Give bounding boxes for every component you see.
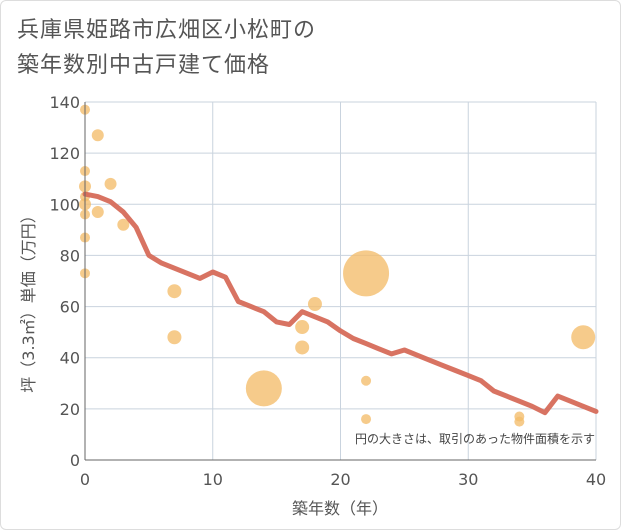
bubble-size-note: 円の大きさは、取引のあった物件面積を示す bbox=[355, 431, 595, 446]
x-tick-labels: 0 10 20 30 40 bbox=[80, 470, 606, 489]
y-axis-title: 坪（3.3㎡）単価（万円） bbox=[19, 207, 38, 392]
title-line-1: 兵庫県姫路市広畑区小松町の bbox=[17, 18, 317, 43]
data-bubble bbox=[104, 177, 117, 190]
trend-line bbox=[82, 191, 599, 416]
y-tick-label: 140 bbox=[49, 93, 80, 112]
x-tick-label: 10 bbox=[203, 470, 223, 489]
x-tick-label: 0 bbox=[80, 470, 90, 489]
data-bubble bbox=[514, 416, 525, 427]
y-tick-label: 0 bbox=[70, 451, 80, 470]
y-tick-label: 20 bbox=[60, 400, 80, 419]
y-tick-label: 40 bbox=[60, 349, 80, 368]
grid-lines bbox=[85, 101, 597, 460]
data-bubble bbox=[91, 205, 104, 218]
axes bbox=[84, 102, 596, 461]
x-tick-label: 30 bbox=[458, 470, 478, 489]
x-tick-label: 20 bbox=[330, 470, 350, 489]
data-bubble bbox=[295, 340, 310, 355]
data-bubble bbox=[307, 297, 322, 312]
data-bubble bbox=[295, 320, 310, 335]
y-tick-labels: 0 20 40 60 80 100 120 140 bbox=[49, 93, 80, 470]
data-bubble bbox=[245, 370, 282, 407]
data-bubble bbox=[91, 129, 104, 142]
data-bubble bbox=[167, 284, 182, 299]
y-tick-label: 60 bbox=[60, 298, 80, 317]
x-axis-title: 築年数（年） bbox=[292, 499, 388, 518]
y-tick-label: 100 bbox=[49, 195, 80, 214]
bubbles bbox=[79, 104, 596, 427]
x-tick-label: 40 bbox=[586, 470, 606, 489]
data-bubble bbox=[117, 218, 130, 231]
data-bubble bbox=[361, 375, 372, 386]
data-bubble bbox=[571, 325, 596, 350]
y-tick-label: 80 bbox=[60, 246, 80, 265]
data-bubble bbox=[167, 330, 182, 345]
trend-line-group bbox=[82, 191, 599, 416]
data-bubble bbox=[361, 414, 372, 425]
title-line-2: 築年数別中古戸建て価格 bbox=[17, 53, 271, 78]
y-tick-label: 120 bbox=[49, 144, 80, 163]
chart-title: 兵庫県姫路市広畑区小松町の 築年数別中古戸建て価格 bbox=[17, 13, 316, 83]
data-bubble bbox=[343, 250, 390, 297]
